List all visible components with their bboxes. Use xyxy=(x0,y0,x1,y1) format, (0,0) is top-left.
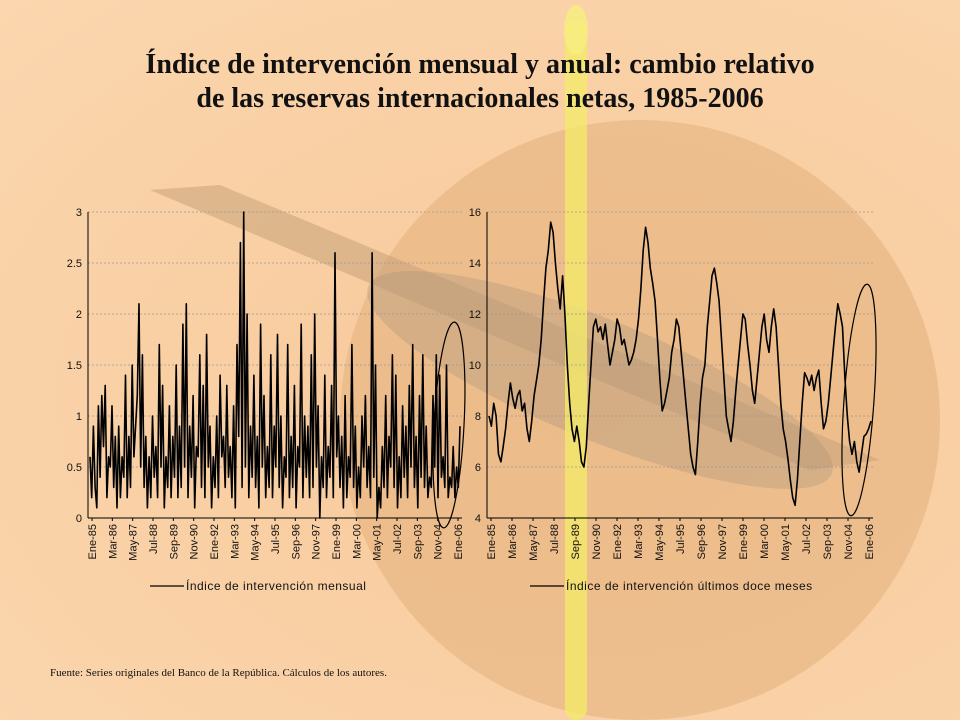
x-tick-label: Ene-85 xyxy=(87,524,99,559)
highlight-ellipse xyxy=(841,283,877,517)
x-tick-label: May-87 xyxy=(528,524,540,561)
x-tick-label: Nov-04 xyxy=(843,524,855,559)
x-tick-label: Ene-06 xyxy=(864,524,876,559)
y-tick-label: 0.5 xyxy=(67,462,82,474)
series-line xyxy=(89,211,461,519)
x-tick-label: Mar-93 xyxy=(633,524,645,559)
x-tick-label: Jul-02 xyxy=(392,524,404,554)
title-line-2: de las reservas internacionales netas, 1… xyxy=(196,83,764,114)
watermark-stem xyxy=(565,20,587,720)
watermark-circle xyxy=(340,120,940,720)
y-tick-label: 2.5 xyxy=(67,258,82,270)
x-tick-label: Nov-97 xyxy=(717,524,729,559)
title-line-1: Índice de intervención mensual y anual: … xyxy=(145,49,815,80)
x-tick-label: Jul-02 xyxy=(801,524,813,554)
page-title: Índice de intervención mensual y anual: … xyxy=(60,48,900,116)
watermark-band xyxy=(150,185,880,470)
x-tick-label: Sep-96 xyxy=(696,524,708,559)
y-tick-label: 16 xyxy=(469,207,481,219)
x-tick-label: Nov-90 xyxy=(591,524,603,559)
x-tick-label: Sep-03 xyxy=(822,524,834,559)
x-tick-label: Jul-95 xyxy=(675,524,687,554)
x-tick-label: Jul-88 xyxy=(549,524,561,554)
x-tick-label: May-01 xyxy=(372,524,384,561)
legend-label: Índice de intervención últimos doce mese… xyxy=(566,578,813,593)
x-tick-label: Ene-99 xyxy=(331,524,343,559)
x-tick-label: Mar-93 xyxy=(229,524,241,559)
x-tick-label: Sep-89 xyxy=(168,524,180,559)
y-tick-label: 0 xyxy=(76,513,82,525)
x-tick-label: Jul-88 xyxy=(148,524,160,554)
x-tick-label: Sep-89 xyxy=(570,524,582,559)
x-tick-label: Mar-00 xyxy=(351,524,363,559)
x-tick-label: May-87 xyxy=(128,524,140,561)
x-tick-label: May-94 xyxy=(250,524,262,561)
y-tick-label: 1.5 xyxy=(67,360,82,372)
x-tick-label: Nov-04 xyxy=(433,524,445,559)
x-tick-label: Ene-85 xyxy=(486,524,498,559)
x-tick-label: May-94 xyxy=(654,524,666,561)
y-tick-label: 2 xyxy=(76,309,82,321)
highlight-ellipse xyxy=(432,321,466,529)
source-note: Fuente: Series originales del Banco de l… xyxy=(50,667,387,679)
x-tick-label: Ene-06 xyxy=(453,524,465,559)
x-tick-label: Jul-95 xyxy=(270,524,282,554)
y-tick-label: 10 xyxy=(469,360,481,372)
y-tick-label: 1 xyxy=(76,411,82,423)
x-tick-label: Ene-99 xyxy=(738,524,750,559)
x-tick-label: Mar-86 xyxy=(107,524,119,559)
y-tick-label: 4 xyxy=(475,513,481,525)
watermark-swoosh xyxy=(367,271,833,489)
legend-label: Índice de intervención mensual xyxy=(186,578,366,593)
watermark-flame xyxy=(564,5,588,55)
x-tick-label: Nov-97 xyxy=(311,524,323,559)
x-tick-label: May-01 xyxy=(780,524,792,561)
y-tick-label: 3 xyxy=(76,207,82,219)
series-line xyxy=(488,221,872,507)
x-tick-label: Sep-03 xyxy=(412,524,424,559)
x-tick-label: Mar-86 xyxy=(507,524,519,559)
y-tick-label: 14 xyxy=(469,258,481,270)
y-tick-label: 8 xyxy=(475,411,481,423)
y-tick-label: 12 xyxy=(469,309,481,321)
x-tick-label: Mar-00 xyxy=(759,524,771,559)
y-tick-label: 6 xyxy=(475,462,481,474)
x-tick-label: Ene-92 xyxy=(612,524,624,559)
x-tick-label: Sep-96 xyxy=(290,524,302,559)
x-tick-label: Ene-92 xyxy=(209,524,221,559)
x-tick-label: Nov-90 xyxy=(189,524,201,559)
